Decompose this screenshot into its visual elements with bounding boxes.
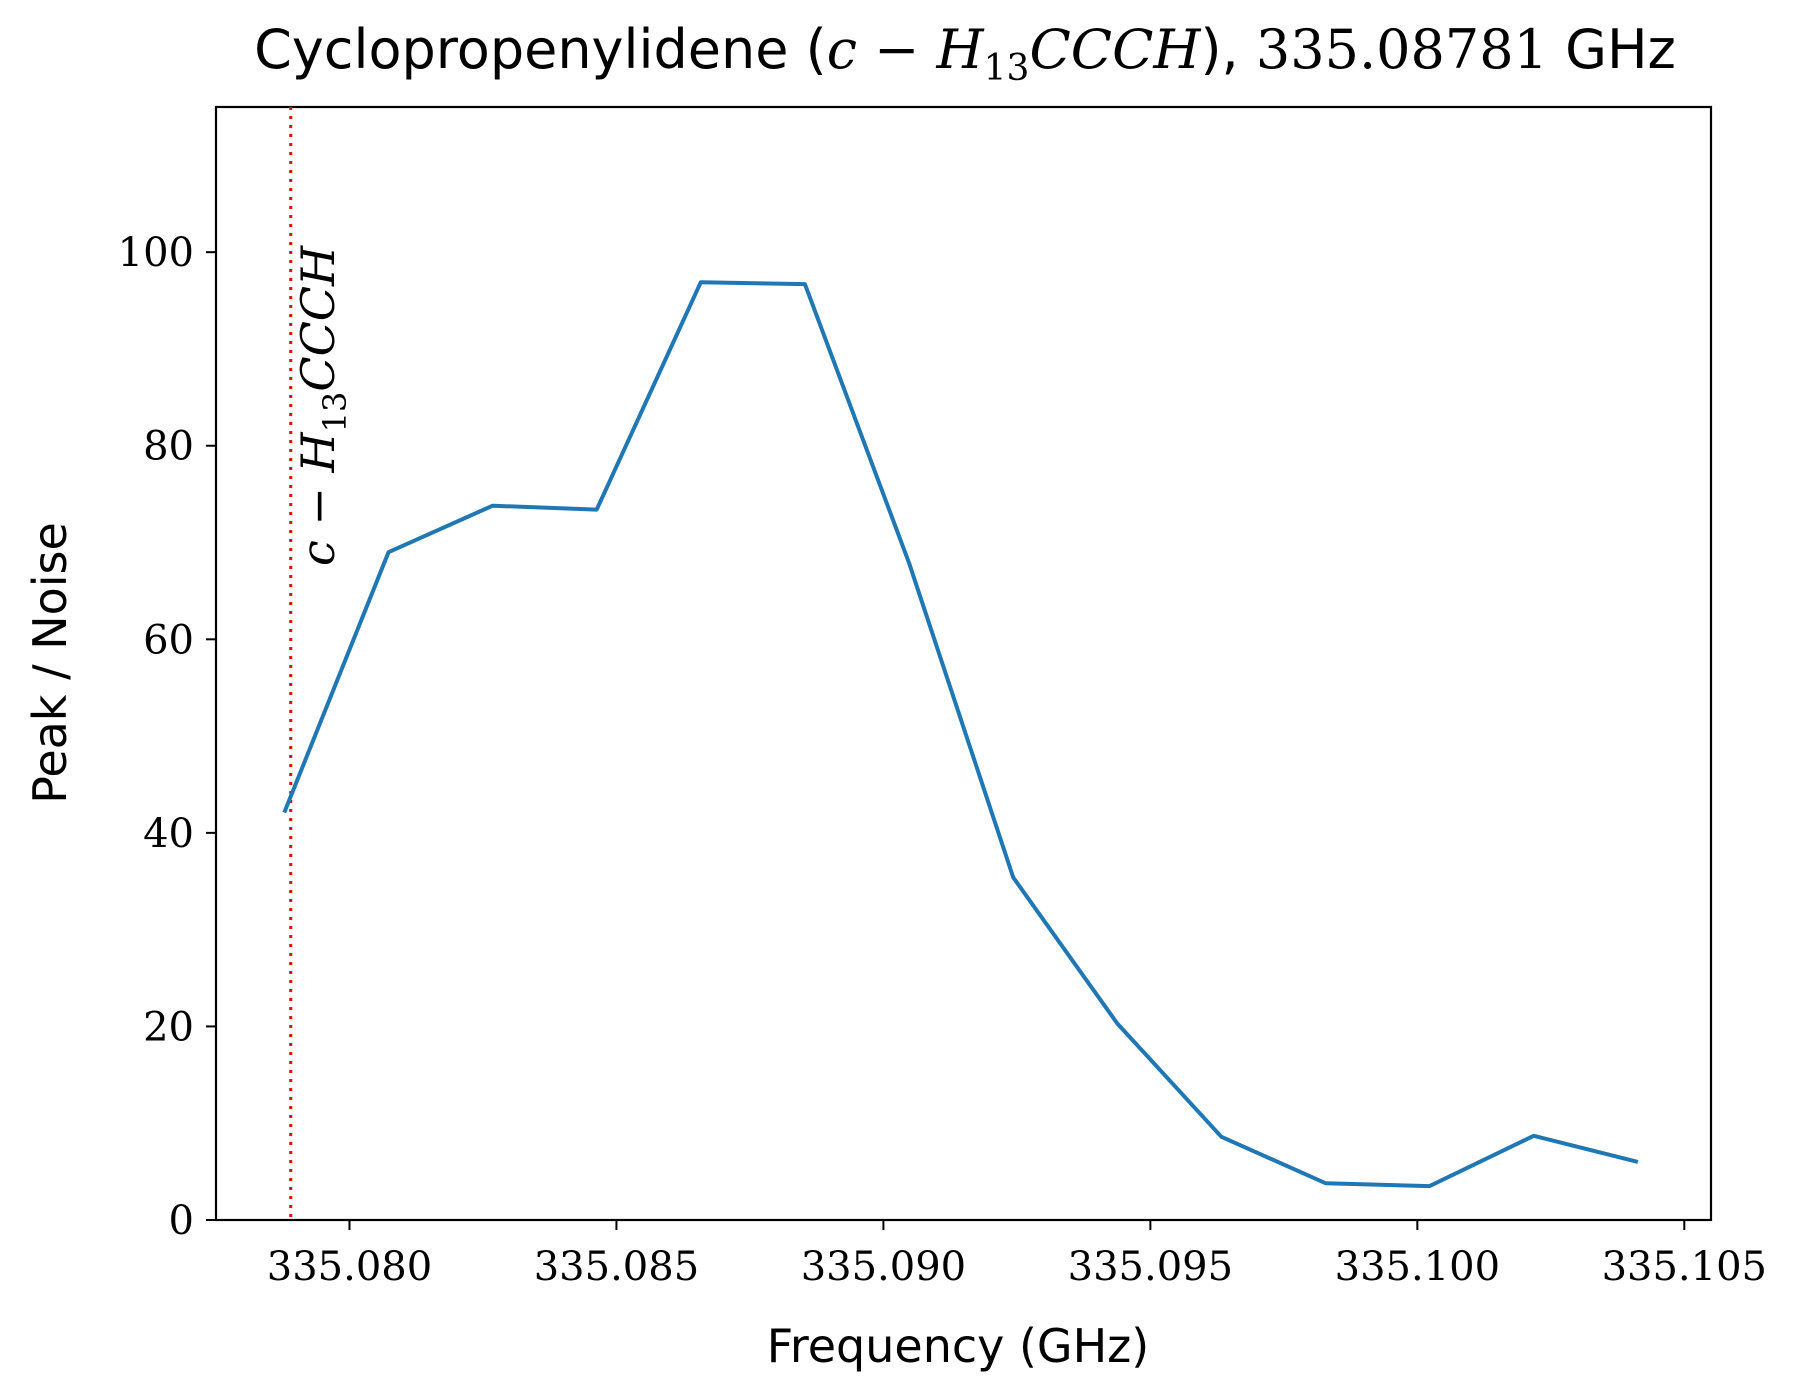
x-tick-label: 335.100 (1335, 1244, 1500, 1290)
y-tick-label: 20 (143, 1004, 194, 1050)
chart-title-math-tail: CCCH (1029, 18, 1201, 81)
x-axis-ticks: 335.080 335.085 335.090 335.095 335.100 335.1… (267, 1220, 1767, 1290)
chart-title-unit: GHz (1565, 18, 1676, 81)
y-axis-label: Peak / Noise (23, 522, 77, 804)
chart-title-frequency: 335.08781 (1256, 18, 1548, 81)
chart-title-prefix: Cyclopropenylidene ( (254, 18, 827, 81)
x-tick-label: 335.080 (267, 1244, 432, 1290)
y-axis-ticks: 0 20 40 60 80 100 (118, 230, 216, 1244)
y-tick-label: 60 (143, 617, 194, 663)
y-tick-label: 0 (169, 1198, 194, 1244)
reference-line-label-main: c − H (291, 431, 345, 566)
x-tick-label: 335.095 (1068, 1244, 1233, 1290)
x-tick-label: 335.090 (801, 1244, 966, 1290)
y-tick-label: 80 (143, 424, 194, 470)
chart-title-math: c − H (827, 18, 985, 81)
y-tick-label: 40 (143, 811, 194, 857)
x-tick-label: 335.085 (534, 1244, 699, 1290)
reference-line-label-tail: CCCH (291, 245, 345, 392)
x-axis-label: Frequency (GHz) (767, 1319, 1150, 1373)
series-line (282, 280, 1639, 1189)
chart-title: Cyclopropenylidene (c − H13CCCH), 335.08… (254, 18, 1676, 89)
chart-title-close: ), (1200, 18, 1238, 81)
x-tick-label: 335.105 (1602, 1244, 1767, 1290)
y-tick-label: 100 (118, 230, 194, 276)
plot-content (282, 107, 1639, 1220)
plot-frame (214, 105, 1713, 1222)
reference-line-label: c − H13CCCH (291, 245, 354, 566)
chart-title-math-subscript: 13 (984, 48, 1030, 89)
reference-line-label-subscript: 13 (316, 392, 354, 433)
